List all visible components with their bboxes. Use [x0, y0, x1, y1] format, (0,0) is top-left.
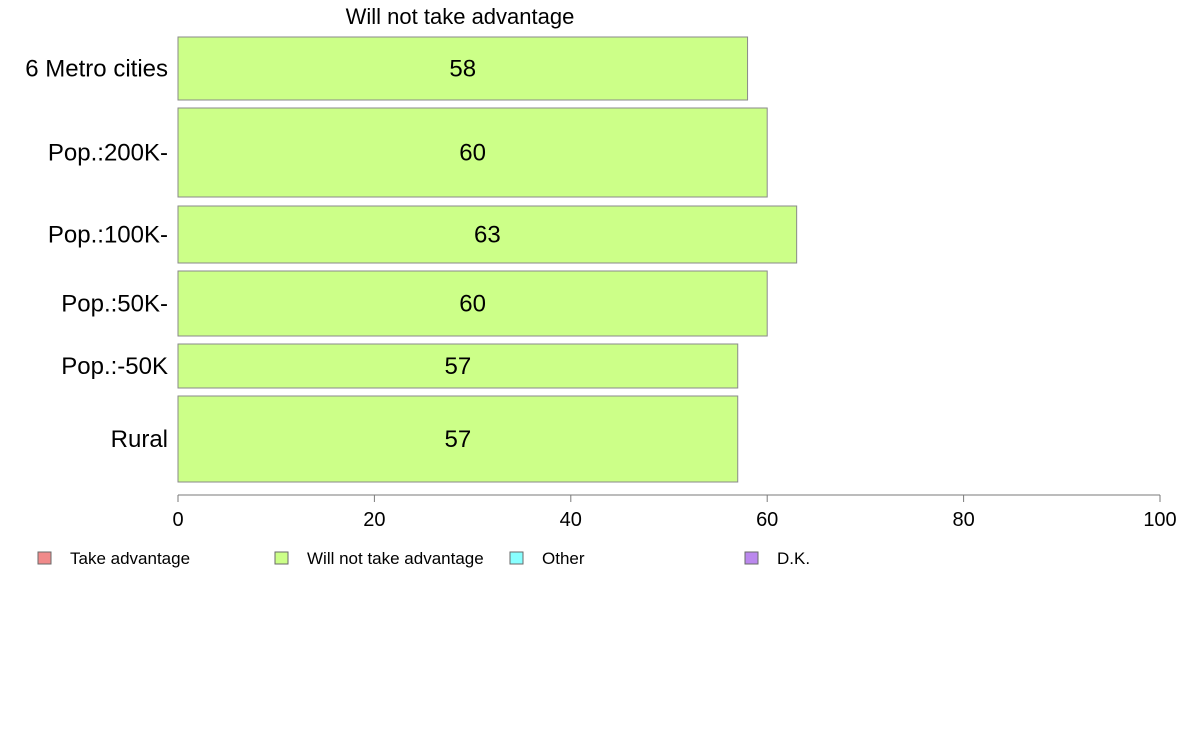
- legend-label: Take advantage: [70, 549, 190, 568]
- x-tick-label: 20: [363, 509, 385, 531]
- bar-data-label: 60: [459, 140, 486, 167]
- bar-data-label: 57: [445, 353, 472, 380]
- legend: Take advantage Will not take advantage Oth…: [37, 549, 810, 568]
- category-label: Pop.:100K-: [48, 222, 168, 249]
- chart-title: Will not take advantage: [346, 4, 575, 29]
- bar-4: [177, 343, 739, 389]
- category-label: Pop.:-50K: [61, 353, 168, 380]
- legend-swatch: [744, 551, 759, 565]
- x-tick-label: 40: [560, 509, 582, 531]
- bars-group: 58 6 Metro cities 60 Pop.:200K- 63 Pop.:100K-…: [25, 36, 798, 483]
- legend-label: D.K.: [777, 549, 810, 568]
- category-label: Pop.:200K-: [48, 140, 168, 167]
- category-label: 6 Metro cities: [25, 56, 168, 83]
- x-axis: 0 20 40 60 80 100: [172, 494, 1177, 531]
- x-tick-label: 100: [1143, 509, 1176, 531]
- bar-5: [177, 395, 739, 483]
- legend-swatch: [37, 551, 52, 565]
- legend-label: Other: [542, 549, 585, 568]
- bar-3: [177, 270, 768, 337]
- legend-swatch: [274, 551, 289, 565]
- bar-0: [177, 36, 749, 101]
- bar-2: [177, 205, 798, 264]
- bar-data-label: 63: [474, 222, 501, 249]
- x-tick-label: 80: [952, 509, 974, 531]
- bar-data-label: 57: [445, 426, 472, 453]
- legend-swatch: [509, 551, 524, 565]
- bar-data-label: 58: [449, 56, 476, 83]
- bar-data-label: 60: [459, 291, 486, 318]
- x-tick-label: 60: [756, 509, 778, 531]
- bar-1: [177, 107, 768, 198]
- legend-label: Will not take advantage: [307, 549, 484, 568]
- category-label: Pop.:50K-: [61, 291, 168, 318]
- category-label: Rural: [111, 426, 168, 453]
- x-tick-label: 0: [172, 509, 183, 531]
